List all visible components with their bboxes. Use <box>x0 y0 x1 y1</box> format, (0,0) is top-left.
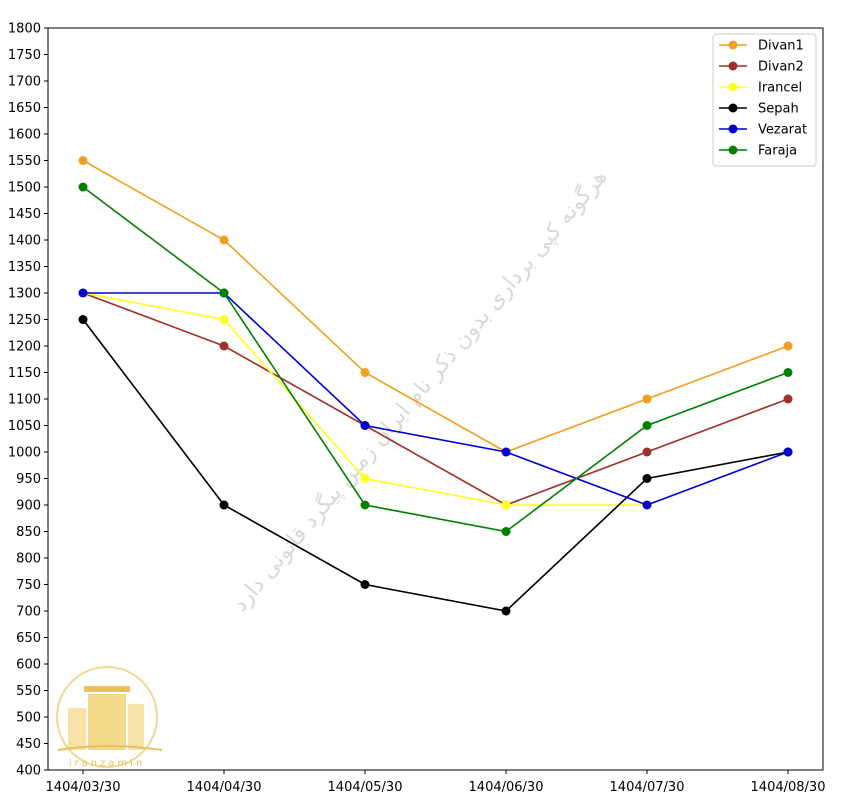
y-tick-label: 750 <box>16 578 41 593</box>
legend-swatch-marker <box>728 61 738 71</box>
series-line <box>82 186 789 533</box>
data-point <box>501 606 511 616</box>
y-tick-label: 1150 <box>8 366 41 381</box>
y-tick-label: 1750 <box>8 48 41 63</box>
data-point <box>642 447 652 457</box>
series-vezarat <box>78 288 793 510</box>
data-point <box>642 500 652 510</box>
y-tick-label: 1700 <box>8 75 41 90</box>
plot-area <box>47 27 824 771</box>
series-line <box>82 319 789 612</box>
legend-label: Irancel <box>758 81 802 96</box>
x-tick-label: 1404/03/30 <box>46 780 121 795</box>
watermark-text: هرگونه کپی برداری بدون ذکر نام ایران زمی… <box>227 164 613 617</box>
data-point <box>219 235 229 245</box>
data-point <box>78 288 88 298</box>
y-tick-label: 1400 <box>8 234 41 249</box>
y-tick-label: 600 <box>16 658 41 673</box>
data-point <box>219 500 229 510</box>
series-irancel <box>78 288 652 510</box>
legend-label: Divan1 <box>758 39 804 54</box>
y-tick-label: 900 <box>16 499 41 514</box>
x-tick-label: 1404/07/30 <box>610 780 685 795</box>
data-point <box>219 288 229 298</box>
watermark: هرگونه کپی برداری بدون ذکر نام ایران زمی… <box>227 164 613 617</box>
brand-logo: iranzamin <box>56 666 163 769</box>
series-line <box>83 292 789 506</box>
y-tick-label: 1800 <box>8 22 41 37</box>
legend: Divan1 Divan2 Irancel Sepah Vezarat Faraja <box>712 33 817 167</box>
x-axis: 1404/03/30 1404/04/30 1404/05/30 1404/06/30… <box>46 770 826 795</box>
legend-label: Faraja <box>758 144 797 159</box>
series-faraja <box>78 182 793 536</box>
y-tick-label: 1500 <box>8 181 41 196</box>
data-point <box>642 421 652 430</box>
data-point <box>783 368 793 377</box>
y-tick-label: 1550 <box>8 154 41 169</box>
y-tick-label: 1050 <box>8 419 41 434</box>
data-point <box>78 156 88 165</box>
y-tick-label: 1650 <box>8 101 41 116</box>
data-point <box>642 394 652 404</box>
data-point <box>360 421 370 430</box>
legend-swatch-marker <box>728 103 738 113</box>
series-divan1 <box>78 156 793 457</box>
data-point <box>501 447 511 457</box>
series-line <box>82 159 789 453</box>
data-point <box>78 182 88 192</box>
data-point <box>783 341 793 351</box>
y-tick-label: 700 <box>16 605 41 620</box>
y-tick-label: 850 <box>16 525 41 540</box>
y-tick-label: 1350 <box>8 260 41 275</box>
legend-label: Sepah <box>758 102 799 117</box>
data-point <box>360 500 370 510</box>
data-point <box>360 368 370 377</box>
data-point <box>219 315 229 324</box>
legend-swatch-marker <box>728 124 738 134</box>
y-tick-label: 1450 <box>8 207 41 222</box>
x-tick-label: 1404/06/30 <box>469 780 544 795</box>
legend-swatch-marker <box>728 40 738 50</box>
y-tick-label: 1100 <box>8 393 41 408</box>
data-point <box>783 447 793 457</box>
series-line <box>82 292 789 506</box>
data-point <box>219 341 229 351</box>
data-point <box>360 580 370 589</box>
y-tick-label: 1300 <box>8 287 41 302</box>
data-point <box>360 474 370 483</box>
y-tick-label: 400 <box>16 764 41 779</box>
data-point <box>501 500 511 510</box>
data-point <box>783 394 793 404</box>
logo-text: iranzamin <box>69 758 146 769</box>
series-layer <box>78 156 793 616</box>
legend-swatch-marker <box>728 82 738 92</box>
data-point <box>642 474 652 483</box>
y-axis: 400 450 500 550 600 650 700 750 800 850 900 950 1000… <box>8 22 48 779</box>
y-tick-label: 1250 <box>8 313 41 328</box>
x-tick-label: 1404/04/30 <box>187 780 262 795</box>
y-tick-label: 650 <box>16 631 41 646</box>
x-tick-label: 1404/05/30 <box>328 780 403 795</box>
legend-box <box>712 33 817 167</box>
y-tick-label: 950 <box>16 472 41 487</box>
series-divan2 <box>78 288 793 510</box>
data-point <box>501 527 511 536</box>
y-tick-label: 1600 <box>8 128 41 143</box>
y-tick-label: 1000 <box>8 446 41 461</box>
y-tick-label: 500 <box>16 711 41 726</box>
y-tick-label: 450 <box>16 737 41 752</box>
y-tick-label: 800 <box>16 552 41 567</box>
legend-label: Vezarat <box>758 123 807 138</box>
legend-swatch-marker <box>728 145 738 155</box>
y-tick-label: 550 <box>16 684 41 699</box>
y-tick-label: 1200 <box>8 340 41 355</box>
data-point <box>78 315 88 324</box>
legend-label: Divan2 <box>758 60 804 75</box>
x-tick-label: 1404/08/30 <box>751 780 826 795</box>
